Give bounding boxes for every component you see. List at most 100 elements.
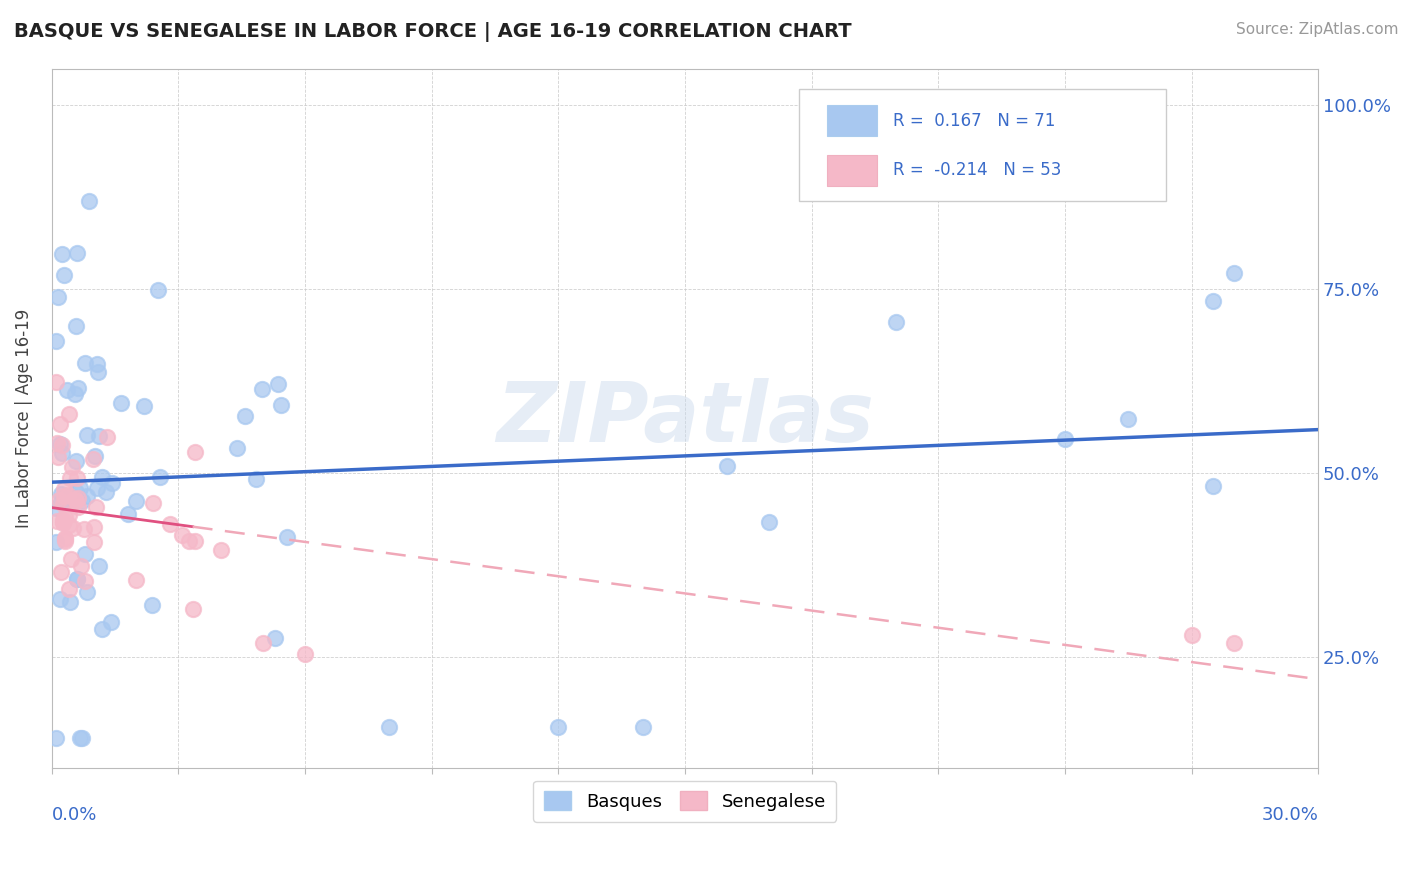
Point — [141, 598, 163, 612]
Point — [294, 647, 316, 661]
Point — [83, 520, 105, 534]
Point — [51, 516, 73, 530]
Point — [159, 516, 181, 531]
Point — [58, 582, 80, 596]
Point — [51, 487, 73, 501]
Point — [65, 387, 87, 401]
Point — [55, 531, 77, 545]
Point — [45, 501, 67, 516]
Point — [82, 451, 104, 466]
Point — [45, 534, 67, 549]
Point — [758, 515, 780, 529]
Point — [716, 459, 738, 474]
Point — [58, 488, 80, 502]
Point — [70, 494, 93, 508]
Point — [86, 482, 108, 496]
Point — [49, 417, 72, 432]
Point — [96, 429, 118, 443]
Point — [51, 438, 73, 452]
FancyBboxPatch shape — [827, 105, 877, 136]
Point — [1222, 635, 1244, 649]
Point — [233, 409, 256, 423]
Point — [1116, 412, 1139, 426]
Point — [184, 445, 207, 459]
Point — [884, 315, 907, 329]
Text: BASQUE VS SENEGALESE IN LABOR FORCE | AGE 16-19 CORRELATION CHART: BASQUE VS SENEGALESE IN LABOR FORCE | AG… — [14, 22, 852, 42]
Point — [146, 283, 169, 297]
Text: ZIPatlas: ZIPatlas — [496, 377, 875, 458]
Point — [177, 534, 200, 549]
Point — [67, 500, 90, 515]
Point — [73, 547, 96, 561]
Point — [225, 441, 247, 455]
Point — [267, 377, 290, 392]
Point — [45, 436, 67, 450]
Text: 30.0%: 30.0% — [1261, 806, 1319, 824]
Point — [69, 558, 91, 573]
Point — [276, 530, 298, 544]
Point — [59, 595, 82, 609]
Point — [1053, 432, 1076, 446]
Point — [53, 532, 76, 546]
Point — [1201, 478, 1223, 492]
Point — [184, 533, 207, 548]
Point — [96, 484, 118, 499]
Point — [66, 572, 89, 586]
Point — [59, 552, 82, 566]
Point — [87, 428, 110, 442]
Point — [65, 485, 87, 500]
FancyBboxPatch shape — [827, 154, 877, 186]
Point — [65, 572, 87, 586]
Point — [49, 591, 72, 606]
Point — [181, 601, 204, 615]
Point — [53, 483, 76, 497]
Point — [51, 446, 73, 460]
Point — [46, 450, 69, 464]
Point — [124, 494, 146, 508]
Point — [100, 615, 122, 629]
Point — [63, 492, 86, 507]
Point — [77, 194, 100, 208]
Point — [110, 396, 132, 410]
Point — [86, 365, 108, 379]
Point — [209, 543, 232, 558]
Point — [52, 497, 75, 511]
Point — [76, 489, 98, 503]
Point — [49, 437, 72, 451]
Point — [117, 508, 139, 522]
Point — [76, 584, 98, 599]
Point — [142, 496, 165, 510]
Point — [52, 513, 75, 527]
Point — [58, 508, 80, 522]
Point — [89, 559, 111, 574]
Point — [84, 500, 107, 514]
Point — [53, 489, 76, 503]
Point — [66, 471, 89, 485]
Text: Source: ZipAtlas.com: Source: ZipAtlas.com — [1236, 22, 1399, 37]
FancyBboxPatch shape — [799, 89, 1166, 202]
Point — [66, 245, 89, 260]
Point — [66, 381, 89, 395]
Point — [73, 522, 96, 536]
Point — [75, 356, 97, 370]
Point — [245, 472, 267, 486]
Legend: Basques, Senegalese: Basques, Senegalese — [533, 780, 837, 822]
Point — [58, 491, 80, 506]
Point — [58, 471, 80, 485]
Y-axis label: In Labor Force | Age 16-19: In Labor Force | Age 16-19 — [15, 309, 32, 528]
Point — [148, 470, 170, 484]
Point — [76, 428, 98, 442]
Point — [252, 636, 274, 650]
Point — [46, 290, 69, 304]
Point — [45, 375, 67, 389]
Point — [631, 720, 654, 734]
Point — [70, 731, 93, 746]
Point — [65, 493, 87, 508]
Point — [264, 631, 287, 645]
Point — [250, 382, 273, 396]
Point — [65, 454, 87, 468]
Point — [48, 493, 70, 508]
Point — [53, 510, 76, 524]
Point — [91, 470, 114, 484]
Point — [69, 481, 91, 495]
